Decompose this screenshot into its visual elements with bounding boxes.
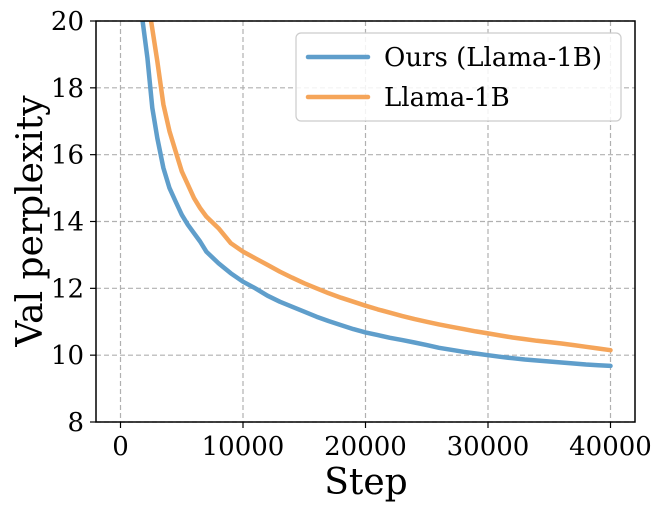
series-line-1 — [148, 21, 613, 353]
x-tick-label: 30000 — [447, 432, 530, 462]
y-axis: 8 10 12 14 16 18 20 — [51, 7, 96, 438]
y-axis-label: Val perplexity — [10, 95, 51, 348]
legend-label-llama: Llama-1B — [384, 83, 510, 113]
legend: Ours (Llama-1B) Llama-1B — [295, 32, 622, 122]
series-layer — [140, 21, 613, 369]
y-tick-label: 18 — [51, 74, 84, 104]
x-tick-label: 0 — [112, 432, 129, 462]
y-tick-label: 8 — [67, 408, 84, 438]
y-tick-label: 14 — [51, 208, 84, 238]
x-tick-label: 20000 — [324, 432, 407, 462]
x-axis-label: Step — [324, 462, 407, 503]
x-tick-label: 10000 — [202, 432, 285, 462]
legend-label-ours: Ours (Llama-1B) — [384, 43, 602, 73]
x-tick-label: 40000 — [569, 432, 652, 462]
y-tick-label: 20 — [51, 7, 84, 37]
y-tick-label: 10 — [51, 341, 84, 371]
y-tick-label: 16 — [51, 141, 84, 171]
x-axis: 0 10000 20000 30000 40000 — [112, 422, 652, 462]
legend-frame — [295, 32, 622, 122]
series-line-0 — [140, 21, 613, 369]
y-tick-label: 12 — [51, 274, 84, 304]
